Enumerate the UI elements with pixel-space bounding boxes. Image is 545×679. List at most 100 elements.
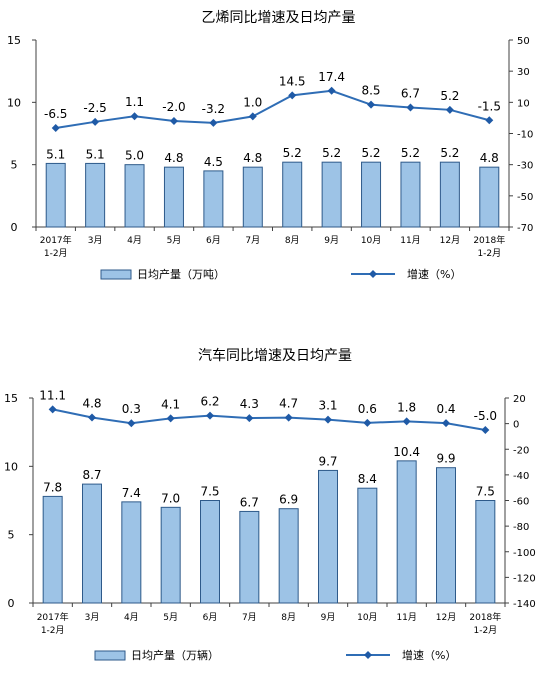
bar-data-label: 6.7 — [240, 495, 259, 509]
line-data-label: 1.8 — [397, 400, 416, 414]
line-data-label: 8.5 — [361, 84, 380, 98]
x-tick-label: 2018年 — [469, 611, 501, 623]
line-data-label: 1.0 — [243, 95, 262, 109]
line-marker — [327, 86, 336, 95]
left-tick-label: 10 — [7, 96, 21, 109]
bar-data-label: 4.8 — [164, 151, 183, 165]
legend: 日均产量（万吨） 增速（%） — [100, 267, 461, 281]
left-tick-label: 10 — [4, 460, 18, 473]
bar-data-label: 4.8 — [243, 151, 262, 165]
line-marker — [206, 411, 214, 420]
x-tick-label: 7月 — [245, 235, 260, 246]
bar — [239, 510, 260, 604]
right-tick-label: -40 — [513, 471, 529, 482]
x-tick-label: 2018年 — [473, 234, 505, 246]
line-marker — [127, 419, 136, 428]
chart-title: 汽车同比增速及日均产量 — [198, 347, 352, 364]
line-marker — [248, 112, 257, 121]
bar — [203, 170, 224, 228]
line-marker — [485, 116, 494, 125]
legend-bar-label: 日均产量（万吨） — [137, 267, 225, 281]
x-tick-label-line2: 1-2月 — [41, 625, 65, 636]
x-tick-label-line2: 1-2月 — [473, 625, 497, 636]
x-tick-label-line2: 1-2月 — [44, 248, 68, 259]
bar — [357, 487, 378, 604]
x-tick-label: 3月 — [88, 235, 103, 246]
bar-data-label: 7.8 — [43, 480, 62, 494]
x-tick-label: 12月 — [436, 612, 456, 623]
bar-data-label: 7.5 — [476, 485, 495, 499]
bar — [242, 166, 263, 228]
right-tick-label: -70 — [517, 223, 533, 234]
right-tick-label: -80 — [513, 522, 529, 533]
line-marker — [481, 426, 490, 435]
x-tick-label: 11月 — [396, 612, 416, 623]
line-data-label: -2.0 — [162, 100, 185, 114]
bar — [200, 500, 220, 604]
line-marker — [166, 414, 175, 423]
line-marker — [209, 118, 218, 127]
legend-line-label: 增速（%） — [407, 267, 461, 281]
line-data-label: 6.7 — [401, 86, 420, 100]
bar — [278, 508, 299, 604]
x-tick-label: 11月 — [400, 235, 420, 246]
x-tick-label: 6月 — [203, 612, 218, 623]
line-marker — [51, 124, 60, 133]
bar-data-label: 4.5 — [204, 155, 223, 169]
line-data-label: 17.4 — [318, 70, 345, 84]
growth-line — [55, 89, 490, 130]
bar — [321, 161, 342, 228]
x-tick-label: 5月 — [163, 612, 178, 623]
bar — [439, 161, 460, 228]
line-marker — [88, 413, 96, 422]
right-tick-label: -140 — [513, 599, 536, 610]
bar-data-label: 10.4 — [393, 445, 420, 459]
right-tick-label: -10 — [517, 130, 533, 141]
x-tick-label: 3月 — [85, 612, 100, 623]
line-data-label: -6.5 — [44, 107, 67, 121]
left-tick-label: 5 — [11, 159, 18, 172]
line-marker — [245, 414, 254, 423]
left-tick-label: 5 — [8, 529, 15, 542]
legend-bar-label: 日均产量（万辆） — [131, 648, 219, 662]
bar-data-label: 5.1 — [86, 147, 105, 161]
right-tick-label: 50 — [517, 36, 530, 47]
bar — [121, 501, 142, 604]
bar-data-label: 7.0 — [161, 491, 180, 505]
line-marker — [406, 103, 415, 112]
legend-bar-swatch — [100, 269, 132, 280]
x-tick-label: 10月 — [361, 235, 381, 246]
line-data-label: -3.2 — [202, 102, 225, 116]
line-marker — [442, 419, 450, 428]
bar-data-label: 5.2 — [361, 146, 380, 160]
bar — [479, 166, 500, 228]
x-tick-label: 12月 — [440, 235, 460, 246]
right-tick-label: -100 — [513, 548, 536, 559]
bar-data-label: 7.5 — [200, 485, 219, 499]
line-data-label: -2.5 — [83, 101, 106, 115]
x-tick-label: 2017年 — [40, 234, 72, 246]
line-data-label: 3.1 — [318, 399, 337, 413]
line-marker — [367, 100, 376, 109]
x-tick-label: 9月 — [321, 612, 336, 623]
line-data-label: 0.3 — [122, 402, 141, 416]
legend-line-label: 增速（%） — [402, 648, 456, 662]
bar-data-label: 7.4 — [122, 486, 141, 500]
right-tick-label: -20 — [513, 445, 529, 456]
bar-data-label: 5.0 — [125, 149, 144, 163]
right-tick-label: 10 — [517, 98, 530, 109]
legend-line-marker — [364, 651, 372, 659]
bar — [318, 469, 338, 604]
bar-data-label: 5.2 — [322, 146, 341, 160]
bar — [475, 500, 496, 604]
bar — [361, 161, 382, 228]
bar — [282, 161, 303, 228]
bar-data-label: 9.9 — [436, 452, 455, 466]
chart-1: 乙烯同比增速及日均产量 0 5 10 15 -70 -50 -30 -10 10 30 50 2017年… — [7, 10, 533, 281]
line-marker — [169, 117, 178, 126]
x-tick-label: 2017年 — [37, 611, 69, 623]
line-marker — [402, 417, 411, 426]
x-tick-label: 4月 — [124, 612, 139, 623]
